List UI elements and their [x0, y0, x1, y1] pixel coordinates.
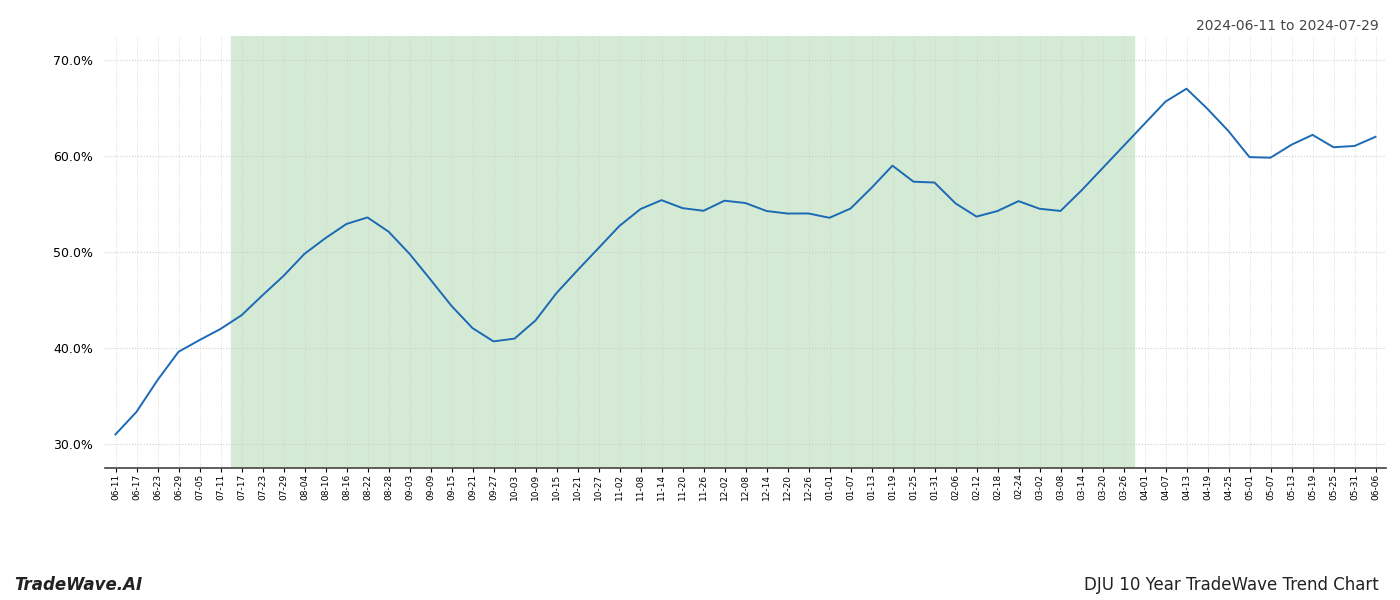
Text: 2024-06-11 to 2024-07-29: 2024-06-11 to 2024-07-29 — [1196, 19, 1379, 33]
Bar — [231, 36, 1134, 468]
Text: DJU 10 Year TradeWave Trend Chart: DJU 10 Year TradeWave Trend Chart — [1084, 576, 1379, 594]
Text: TradeWave.AI: TradeWave.AI — [14, 576, 143, 594]
